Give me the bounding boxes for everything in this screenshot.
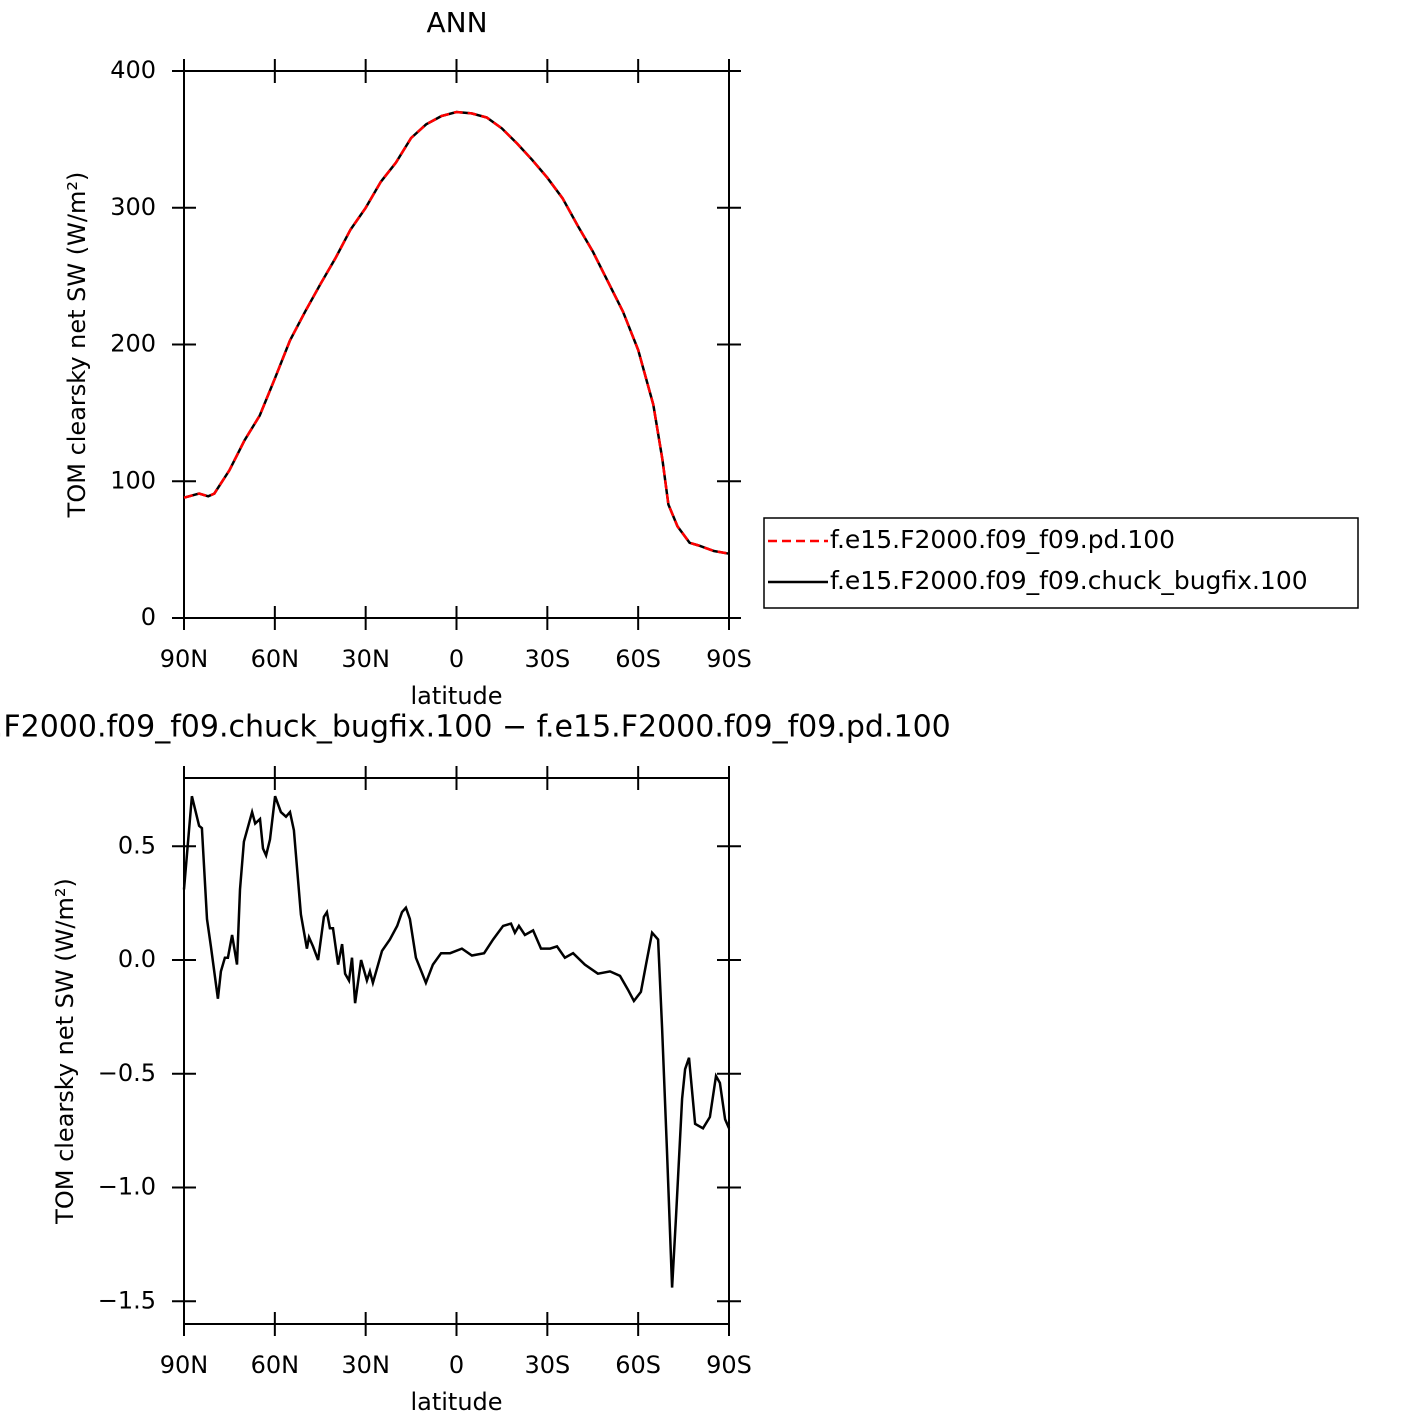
x-tick-label: 60N (251, 645, 300, 673)
y-axis-label: TOM clearsky net SW (W/m²) (63, 172, 91, 519)
y-tick-label: 0.0 (118, 945, 156, 973)
x-tick-label: 60S (615, 645, 661, 673)
x-tick-label: 60N (251, 1351, 300, 1379)
x-tick-label: 30N (341, 645, 390, 673)
y-tick-label: 0.5 (118, 831, 156, 859)
x-tick-label: 90S (706, 645, 752, 673)
y-tick-label: −0.5 (98, 1059, 156, 1087)
legend-label: f.e15.F2000.f09_f09.pd.100 (830, 525, 1175, 554)
x-axis-label: latitude (410, 682, 502, 710)
y-tick-label: 300 (110, 193, 156, 221)
y-tick-label: −1.0 (98, 1173, 156, 1201)
x-tick-label: 60S (615, 1351, 661, 1379)
data-line (183, 110, 730, 555)
x-tick-label: 0 (449, 1351, 464, 1379)
y-tick-label: 200 (110, 330, 156, 358)
x-tick-label: 90S (706, 1351, 752, 1379)
legend-label: f.e15.F2000.f09_f09.chuck_bugfix.100 (830, 566, 1308, 595)
x-tick-label: 0 (449, 645, 464, 673)
legend-box (763, 517, 1359, 609)
chart-title: f.e15.F2000.f09_f09.chuck_bugfix.100 − f… (0, 710, 951, 745)
y-tick-label: 400 (110, 56, 156, 84)
x-tick-label: 30S (524, 1351, 570, 1379)
y-axis-label: TOM clearsky net SW (W/m²) (51, 878, 79, 1225)
plot-frame (183, 777, 730, 1325)
y-tick-label: 100 (110, 466, 156, 494)
x-tick-label: 90N (160, 1351, 209, 1379)
y-tick-label: −1.5 (98, 1286, 156, 1314)
data-line (183, 110, 730, 555)
x-tick-label: 30N (341, 1351, 390, 1379)
x-tick-label: 90N (160, 645, 209, 673)
plot-frame (183, 70, 730, 619)
chart-title: ANN (426, 6, 487, 39)
x-axis-label: latitude (410, 1388, 502, 1416)
data-line (182, 795, 731, 1288)
y-tick-label: 0 (141, 603, 156, 631)
x-tick-label: 30S (524, 645, 570, 673)
